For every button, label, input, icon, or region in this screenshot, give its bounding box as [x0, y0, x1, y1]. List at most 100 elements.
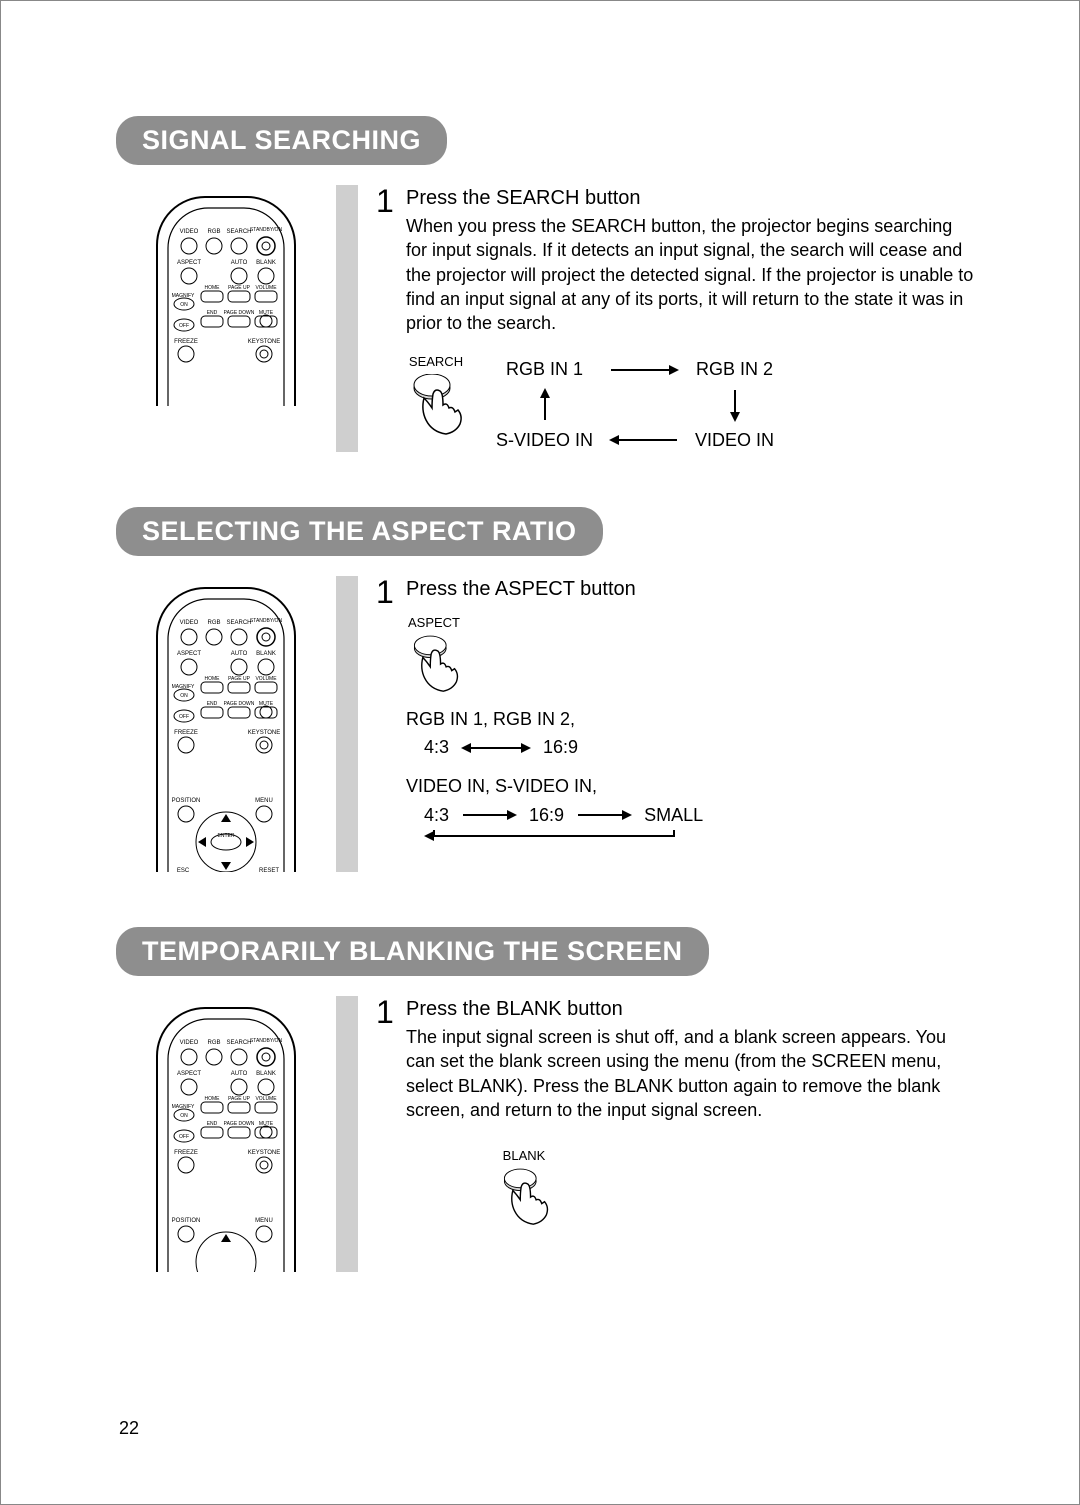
arrow-right-icon	[609, 363, 679, 377]
step-title: Press the BLANK button	[406, 996, 974, 1023]
svg-text:ON: ON	[180, 1113, 188, 1119]
svg-text:VOLUME: VOLUME	[255, 676, 277, 682]
step-number: 1	[376, 576, 406, 861]
svg-text:KEYSTONE: KEYSTONE	[248, 730, 281, 736]
step-description: The input signal screen is shut off, and…	[406, 1025, 974, 1122]
section-signal-searching: SIGNAL SEARCHING VIDEO RGB SEARCH STANDB…	[116, 116, 984, 452]
side-accent-bar	[336, 185, 358, 452]
flow-node: VIDEO IN	[695, 428, 774, 452]
svg-text:HOME: HOME	[205, 1096, 221, 1102]
button-press-label: ASPECT	[408, 614, 460, 632]
svg-text:AUTO: AUTO	[231, 651, 248, 657]
svg-text:SEARCH: SEARCH	[226, 1040, 251, 1046]
svg-text:PAGE DOWN: PAGE DOWN	[224, 310, 255, 316]
step-title: Press the ASPECT button	[406, 576, 974, 603]
svg-text:PAGE UP: PAGE UP	[228, 285, 251, 291]
finger-press-icon	[406, 374, 466, 438]
svg-text:VIDEO: VIDEO	[180, 229, 199, 235]
svg-text:PAGE DOWN: PAGE DOWN	[224, 701, 255, 707]
ratio-value: SMALL	[644, 801, 703, 830]
svg-text:ESC: ESC	[177, 868, 190, 872]
svg-text:BLANK: BLANK	[256, 260, 276, 266]
ratio-value: 4:3	[424, 733, 449, 762]
ratio-value: 4:3	[424, 801, 449, 830]
remote-illustration: VIDEO RGB SEARCH STANDBY/ON ASPECT AUTO …	[116, 185, 336, 452]
step-title: Press the SEARCH button	[406, 185, 974, 212]
svg-text:MENU: MENU	[255, 798, 273, 804]
svg-text:END: END	[207, 1121, 218, 1127]
finger-press-icon	[496, 1168, 552, 1228]
svg-text:VIDEO: VIDEO	[180, 620, 199, 626]
svg-text:AUTO: AUTO	[231, 1071, 248, 1077]
svg-text:SEARCH: SEARCH	[226, 229, 251, 235]
svg-text:RGB: RGB	[207, 620, 220, 626]
svg-text:OFF: OFF	[179, 323, 189, 329]
svg-text:RGB: RGB	[207, 1040, 220, 1046]
button-press-diagram: ASPECT	[406, 614, 462, 695]
arrow-return-icon	[424, 830, 704, 852]
svg-text:MENU: MENU	[255, 1218, 273, 1224]
svg-text:POSITION: POSITION	[172, 1218, 201, 1224]
svg-text:ON: ON	[180, 302, 188, 308]
arrow-right-icon	[461, 807, 517, 823]
remote-icon: VIDEO RGB SEARCH STANDBY/ON ASPECT AUTO …	[151, 582, 301, 872]
svg-text:STANDBY/ON: STANDBY/ON	[250, 1038, 283, 1044]
flow-node: S-VIDEO IN	[496, 428, 593, 452]
svg-text:VIDEO: VIDEO	[180, 1040, 199, 1046]
svg-text:BLANK: BLANK	[256, 651, 276, 657]
svg-text:STANDBY/ON: STANDBY/ON	[250, 618, 283, 624]
finger-press-icon	[406, 635, 462, 695]
svg-text:HOME: HOME	[205, 676, 221, 682]
remote-icon: VIDEO RGB SEARCH STANDBY/ON ASPECT AUTO …	[151, 191, 301, 406]
flow-node: RGB IN 2	[696, 357, 773, 381]
flow-node: RGB IN 1	[506, 357, 583, 381]
button-press-label: BLANK	[503, 1147, 546, 1165]
section-heading: SELECTING THE ASPECT RATIO	[116, 507, 603, 556]
button-press-label: SEARCH	[409, 353, 463, 371]
svg-text:END: END	[207, 701, 218, 707]
svg-text:RESET: RESET	[259, 868, 279, 872]
page-number: 22	[119, 1418, 139, 1439]
svg-text:HOME: HOME	[205, 285, 221, 291]
remote-icon: VIDEO RGB SEARCH STANDBY/ON ASPECT AUTO …	[151, 1002, 301, 1272]
svg-text:PAGE UP: PAGE UP	[228, 1096, 251, 1102]
arrow-up-icon	[538, 388, 552, 422]
svg-text:PAGE DOWN: PAGE DOWN	[224, 1121, 255, 1127]
side-accent-bar	[336, 576, 358, 872]
side-accent-bar	[336, 996, 358, 1272]
svg-text:PAGE UP: PAGE UP	[228, 676, 251, 682]
svg-text:OFF: OFF	[179, 714, 189, 720]
svg-text:ASPECT: ASPECT	[177, 651, 201, 657]
step-number: 1	[376, 185, 406, 452]
svg-text:VOLUME: VOLUME	[255, 285, 277, 291]
arrow-down-icon	[728, 388, 742, 422]
ratio-value: 16:9	[529, 801, 564, 830]
svg-text:FREEZE: FREEZE	[174, 1150, 198, 1156]
button-press-diagram: SEARCH	[406, 353, 466, 438]
svg-text:OFF: OFF	[179, 1134, 189, 1140]
section-blanking-screen: TEMPORARILY BLANKING THE SCREEN VIDEO RG…	[116, 927, 984, 1272]
svg-text:BLANK: BLANK	[256, 1071, 276, 1077]
step-number: 1	[376, 996, 406, 1228]
step-description: When you press the SEARCH button, the pr…	[406, 214, 974, 335]
arrow-left-icon	[609, 433, 679, 447]
aspect-ratio-cycle: 4:3 16:9 SMALL	[424, 801, 974, 830]
svg-text:AUTO: AUTO	[231, 260, 248, 266]
aspect-ratio-cycle: 4:3 16:9	[424, 733, 974, 762]
signal-flow-diagram: RGB IN 1 RGB IN 2 S-VIDEO IN VIDEO IN	[496, 357, 774, 452]
svg-text:POSITION: POSITION	[172, 798, 201, 804]
svg-text:RGB: RGB	[207, 229, 220, 235]
svg-text:KEYSTONE: KEYSTONE	[248, 339, 281, 345]
section-heading: TEMPORARILY BLANKING THE SCREEN	[116, 927, 709, 976]
svg-text:FREEZE: FREEZE	[174, 339, 198, 345]
svg-text:ASPECT: ASPECT	[177, 260, 201, 266]
svg-text:VOLUME: VOLUME	[255, 1096, 277, 1102]
aspect-line-label: VIDEO IN, S-VIDEO IN,	[406, 772, 974, 801]
svg-text:ASPECT: ASPECT	[177, 1071, 201, 1077]
svg-text:ON: ON	[180, 693, 188, 699]
arrow-right-icon	[576, 807, 632, 823]
remote-illustration: VIDEO RGB SEARCH STANDBY/ON ASPECT AUTO …	[116, 576, 336, 872]
svg-text:KEYSTONE: KEYSTONE	[248, 1150, 281, 1156]
remote-illustration: VIDEO RGB SEARCH STANDBY/ON ASPECT AUTO …	[116, 996, 336, 1272]
section-aspect-ratio: SELECTING THE ASPECT RATIO VIDEO RGB SEA…	[116, 507, 984, 872]
